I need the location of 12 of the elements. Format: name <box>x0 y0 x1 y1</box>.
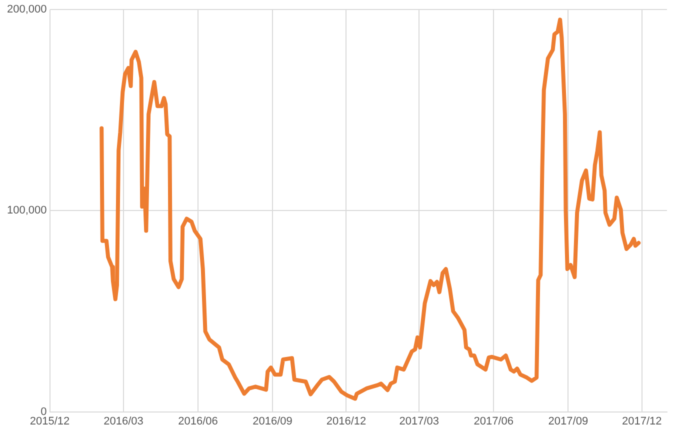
y-tick-label: 0 <box>40 406 47 418</box>
x-tick-label: 2016/12 <box>326 415 366 428</box>
x-tick-label: 2017/03 <box>399 415 440 428</box>
y-tick-label: 200,000 <box>6 4 47 16</box>
x-tick-label: 2015/12 <box>30 415 70 428</box>
x-tick-label: 2017/06 <box>474 415 514 428</box>
x-tick-label: 2016/09 <box>252 415 292 428</box>
x-tick-label: 2017/09 <box>548 415 588 428</box>
x-tick-label: 2016/06 <box>178 415 218 428</box>
y-tick-label: 100,000 <box>6 204 47 217</box>
x-tick-label: 2016/03 <box>104 415 144 428</box>
x-tick-label: 2017/12 <box>622 415 662 428</box>
